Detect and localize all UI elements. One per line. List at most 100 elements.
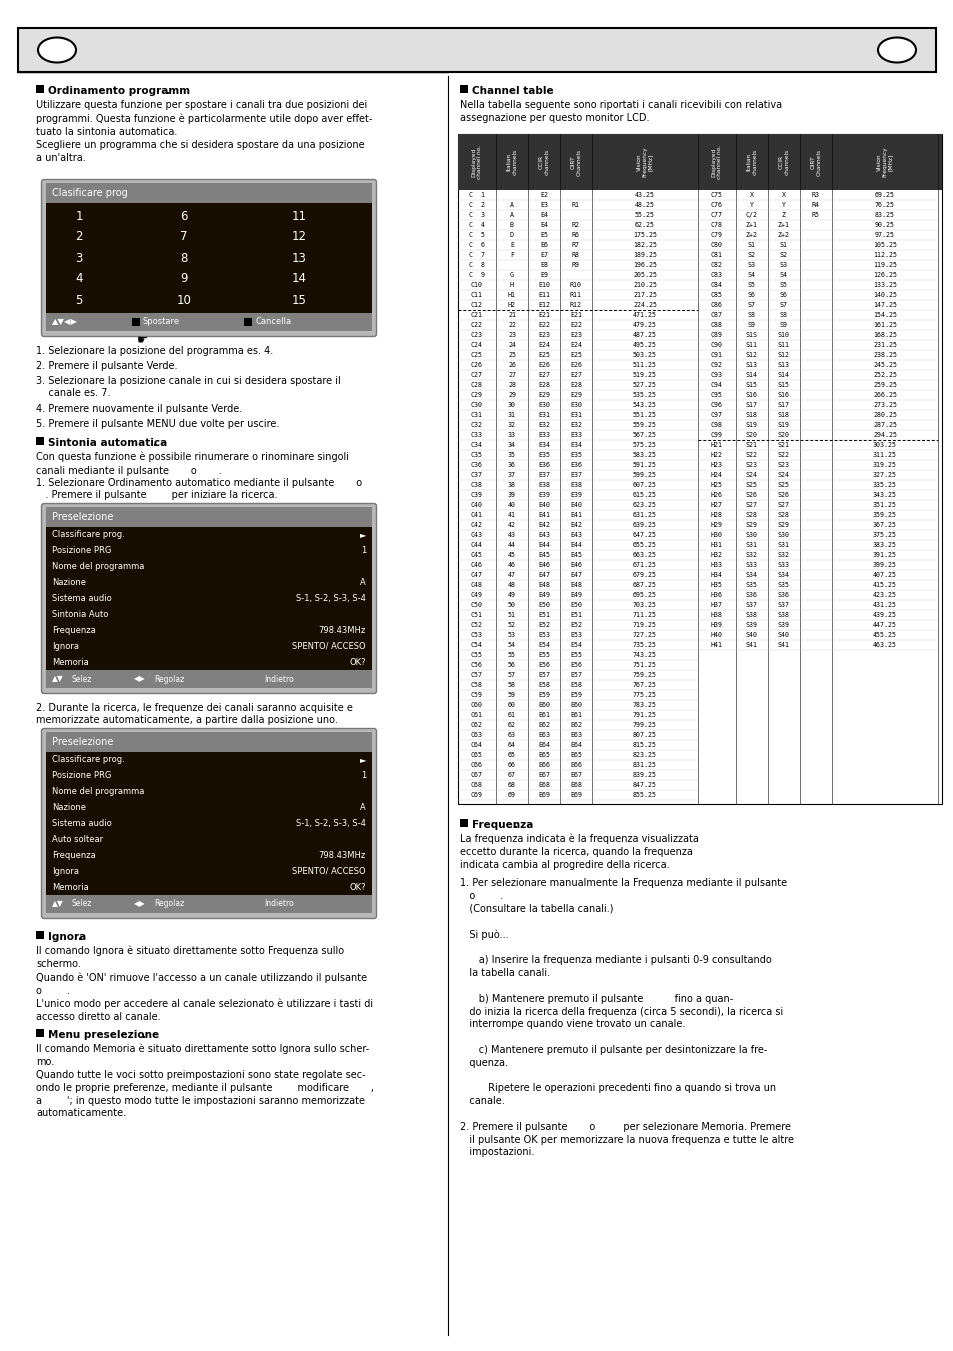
Text: C37: C37 [471,471,482,478]
Text: E58: E58 [569,682,581,688]
Text: OIRT
Channels: OIRT Channels [810,149,821,176]
Text: S15: S15 [745,382,758,388]
Text: E34: E34 [569,442,581,449]
Text: S25: S25 [745,482,758,488]
Text: 56: 56 [507,662,516,667]
Text: 359.25: 359.25 [872,512,896,517]
Text: E9: E9 [539,272,547,278]
Text: C55: C55 [471,653,482,658]
Text: C36: C36 [471,462,482,467]
Text: E43: E43 [537,532,550,538]
Text: C35: C35 [471,453,482,458]
Text: E46: E46 [537,562,550,567]
Text: 479.25: 479.25 [633,322,657,328]
Text: R5: R5 [811,212,820,218]
Text: F: F [510,253,514,258]
Text: C56: C56 [471,662,482,667]
Text: C98: C98 [710,422,722,428]
Text: 559.25: 559.25 [633,422,657,428]
Text: .: . [166,86,170,96]
Text: Ignora: Ignora [52,642,79,651]
Text: E51: E51 [569,612,581,617]
Bar [36,436,44,444]
Text: G: G [510,272,514,278]
Text: 43: 43 [507,532,516,538]
Text: 14: 14 [292,273,306,285]
Text: C28: C28 [471,382,482,388]
Text: C41: C41 [471,512,482,517]
Text: 839.25: 839.25 [633,771,657,778]
Text: Con questa funzione è possibile rinumerare o rinominare singoli
canali mediante : Con questa funzione è possibile rinumera… [36,453,349,476]
Text: E4: E4 [539,212,547,218]
Text: Z+1: Z+1 [745,222,758,228]
Text: C90: C90 [710,342,722,349]
Text: C89: C89 [710,332,722,338]
Text: Ordinamento programm: Ordinamento programm [48,86,190,96]
Text: C58: C58 [471,682,482,688]
Text: C12: C12 [471,303,482,308]
Text: 383.25: 383.25 [872,542,896,549]
Text: S-1, S-2, S-3, S-4: S-1, S-2, S-3, S-4 [295,594,366,603]
Text: 48.25: 48.25 [635,203,655,208]
Text: E25: E25 [537,353,550,358]
Text: E60: E60 [537,703,550,708]
Text: E34: E34 [537,442,550,449]
Text: ▲▼: ▲▼ [52,900,64,908]
Text: 22: 22 [507,322,516,328]
Text: 68: 68 [507,782,516,788]
Text: E56: E56 [537,662,550,667]
Text: H34: H34 [710,571,722,578]
Text: E68: E68 [537,782,550,788]
Text: 583.25: 583.25 [633,453,657,458]
Text: C84: C84 [710,282,722,288]
Text: E41: E41 [569,512,581,517]
Text: E38: E38 [537,482,550,488]
Text: 48: 48 [507,582,516,588]
Text: C39: C39 [471,492,482,499]
Text: E30: E30 [569,403,581,408]
Text: 39: 39 [507,492,516,499]
Text: C  6: C 6 [469,242,484,249]
Bar [459,85,468,93]
Text: S20: S20 [778,432,789,438]
Text: A: A [510,212,514,218]
Bar [36,931,44,939]
Text: C97: C97 [710,412,722,417]
Text: E32: E32 [537,422,550,428]
Text: C68: C68 [471,782,482,788]
Text: E48: E48 [537,582,550,588]
Text: 61: 61 [507,712,516,717]
Text: Z+2: Z+2 [745,232,758,238]
Text: C46: C46 [471,562,482,567]
Text: S6: S6 [780,292,787,299]
Text: 52: 52 [507,621,516,628]
Text: E39: E39 [537,492,550,499]
Text: Frequenza: Frequenza [472,820,533,830]
Text: E45: E45 [537,553,550,558]
Text: Sistema audio: Sistema audio [52,594,112,603]
Text: Sintonia automatica: Sintonia automatica [48,438,167,449]
Text: 335.25: 335.25 [872,482,896,488]
Text: 69.25: 69.25 [874,192,894,199]
Text: E50: E50 [569,603,581,608]
Text: S22: S22 [745,453,758,458]
Text: X: X [781,192,785,199]
Text: E65: E65 [569,753,581,758]
Text: 154.25: 154.25 [872,312,896,317]
Text: C76: C76 [710,203,722,208]
Text: 551.25: 551.25 [633,412,657,417]
Text: Channel table: Channel table [472,86,553,96]
Text: R9: R9 [572,262,579,267]
Text: 543.25: 543.25 [633,403,657,408]
Text: S39: S39 [778,621,789,628]
Text: 28: 28 [507,382,516,388]
Text: C33: C33 [471,432,482,438]
Text: 64: 64 [507,742,516,748]
FancyBboxPatch shape [42,180,376,336]
Text: C75: C75 [710,192,722,199]
Text: C  2: C 2 [469,203,484,208]
Text: .: . [152,438,157,449]
Text: E58: E58 [537,682,550,688]
Text: 407.25: 407.25 [872,571,896,578]
Text: E56: E56 [569,662,581,667]
